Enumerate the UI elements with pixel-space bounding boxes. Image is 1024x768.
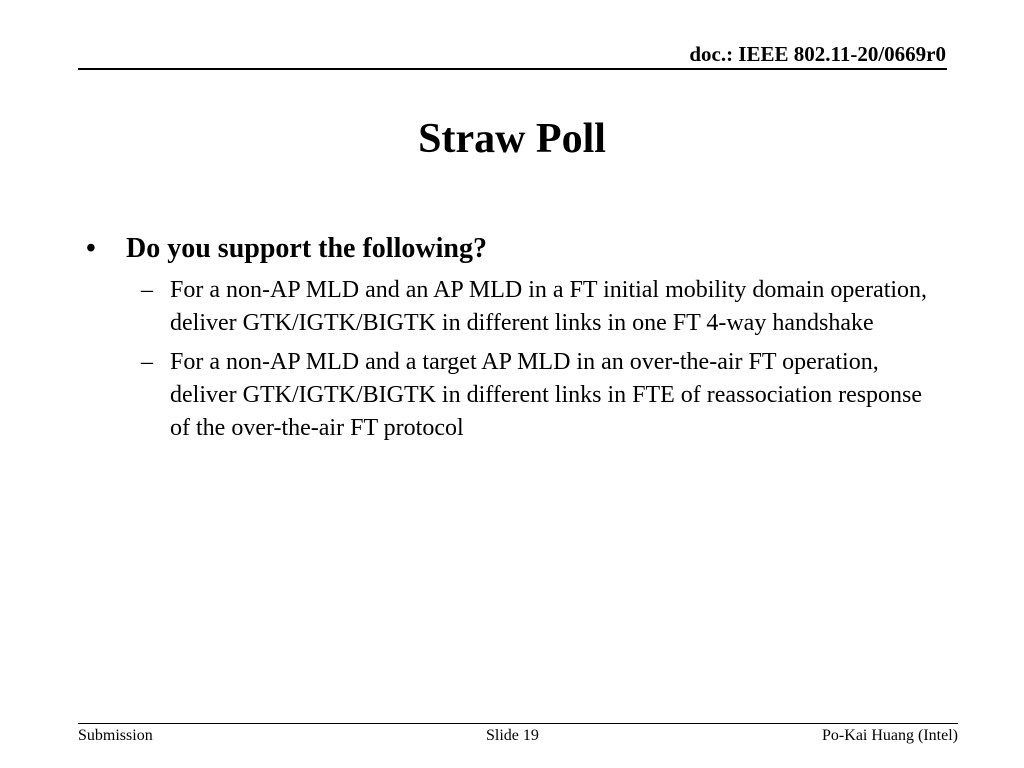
header-divider [78,68,947,70]
footer-submission: Submission [78,727,153,744]
sub-bullet-item: – For a non-AP MLD and an AP MLD in a FT… [86,274,936,340]
bullet-marker: • [86,233,96,264]
footer-author: Po-Kai Huang (Intel) [822,727,958,744]
bullet-text: Do you support the following? [126,233,487,264]
bullet-item: • Do you support the following? [86,230,936,268]
dash-marker: – [141,277,153,303]
document-id: doc.: IEEE 802.11-20/0669r0 [689,42,946,66]
sub-bullet-text: For a non-AP MLD and an AP MLD in a FT i… [170,277,928,336]
slide-body: • Do you support the following? – For a … [86,230,936,445]
slide-title: Straw Poll [418,116,606,162]
dash-marker: – [141,349,153,375]
sub-bullet-text: For a non-AP MLD and a target AP MLD in … [170,349,923,441]
slide-number: Slide 19 [486,727,539,744]
sub-bullet-item: – For a non-AP MLD and a target AP MLD i… [86,346,936,445]
footer-divider [78,723,958,724]
